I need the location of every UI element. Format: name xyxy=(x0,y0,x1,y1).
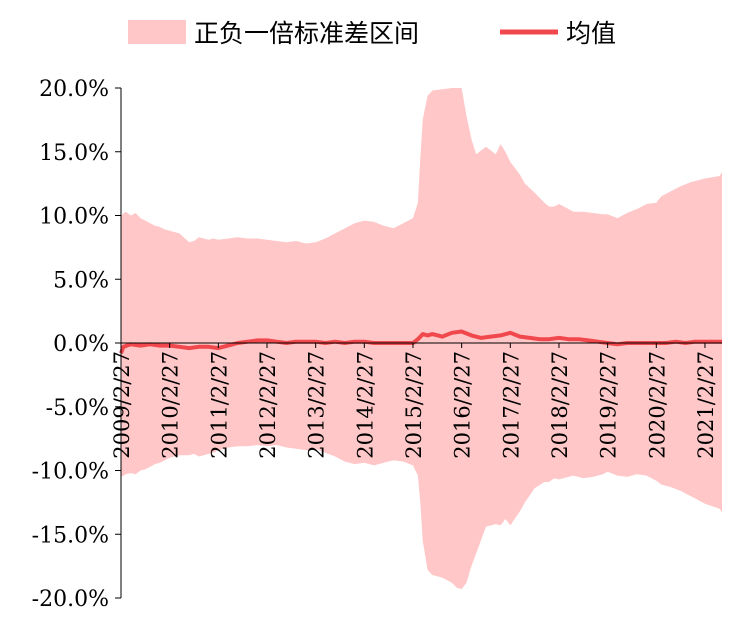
axes: 20.0% 15.0% 10.0% 5.0% 0.0% -5.0% -10.0% -15.0%… xyxy=(32,77,722,612)
x-tick-label: 2016/2/27 xyxy=(451,351,475,459)
x-tick-label: 2015/2/27 xyxy=(402,351,426,459)
y-tick-label: 15.0% xyxy=(39,141,109,166)
plot-area xyxy=(119,88,722,590)
x-tick-label: 2018/2/27 xyxy=(548,351,572,459)
legend-swatch-band xyxy=(128,20,186,44)
y-tick-label: 0.0% xyxy=(53,332,109,357)
y-tick-label: -10.0% xyxy=(32,460,109,485)
y-tick-label: 10.0% xyxy=(39,205,109,230)
y-tick-label: -20.0% xyxy=(32,587,109,612)
legend: 正负一倍标准差区间 均值 xyxy=(128,19,616,48)
y-tick-label: -5.0% xyxy=(46,396,109,421)
y-tick-label: 5.0% xyxy=(53,268,109,293)
legend-label-mean: 均值 xyxy=(566,19,616,48)
x-tick-label: 2011/2/27 xyxy=(207,351,231,459)
x-tick-label: 2019/2/27 xyxy=(597,351,621,459)
x-tick-label: 2017/2/27 xyxy=(499,351,523,459)
y-tick-label: 20.0% xyxy=(39,77,109,102)
x-tick-label: 2010/2/27 xyxy=(159,351,183,459)
x-tick-label: 2020/2/27 xyxy=(645,351,669,459)
y-tick-label: -15.0% xyxy=(32,523,109,548)
std-band-area xyxy=(121,88,722,590)
x-tick-label: 2009/2/27 xyxy=(110,351,134,459)
x-tick-label: 2013/2/27 xyxy=(305,351,329,459)
x-tick-label: 2014/2/27 xyxy=(353,351,377,459)
mean-line xyxy=(119,329,722,354)
x-tick-label: 2021/2/27 xyxy=(694,351,718,459)
legend-label-band: 正负一倍标准差区间 xyxy=(194,19,419,48)
x-tick-label: 2012/2/27 xyxy=(256,351,280,459)
